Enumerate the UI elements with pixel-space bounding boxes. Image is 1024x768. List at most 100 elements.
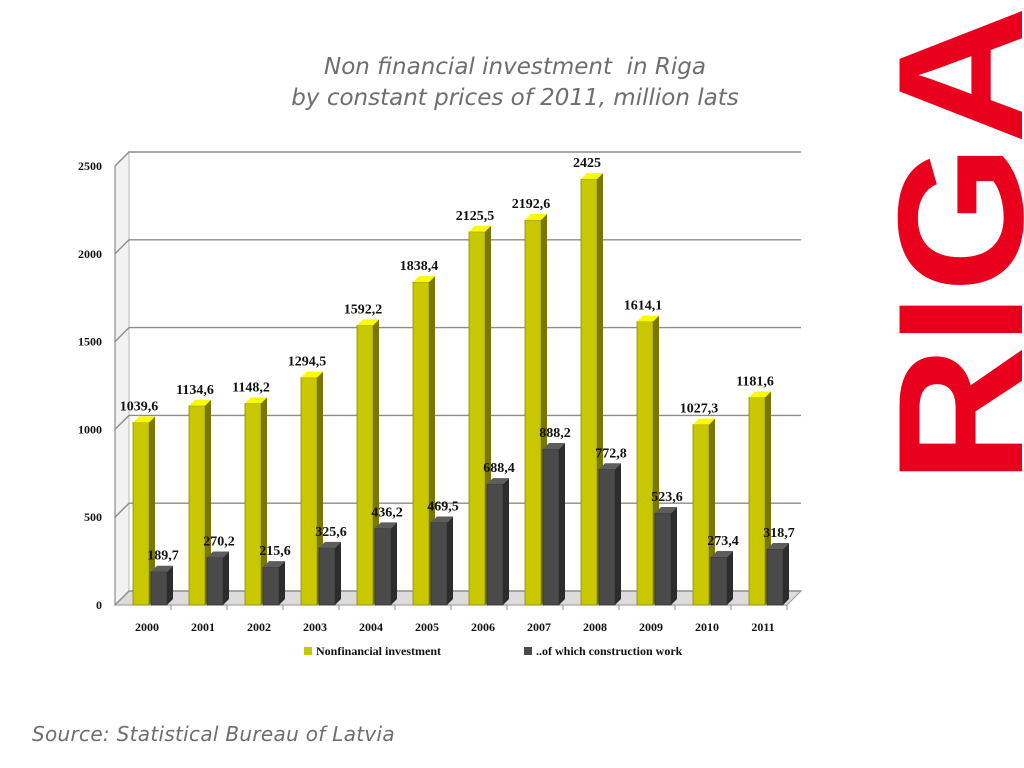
- bar-construction-2000: [150, 571, 168, 606]
- bar-investment-2011: [748, 397, 766, 606]
- legend-swatch-construction: [524, 647, 532, 655]
- bar-side: [615, 463, 621, 605]
- bar-construction-2006: [486, 483, 504, 606]
- bar-construction-2008: [598, 468, 616, 606]
- bar-investment-2006: [468, 231, 486, 606]
- bar-top: [469, 225, 491, 232]
- bar-investment-2004: [356, 325, 374, 606]
- bar-construction-2003: [318, 547, 336, 606]
- data-label: 436,2: [371, 505, 403, 520]
- data-label: 888,2: [539, 426, 571, 441]
- bar-construction-2005: [430, 522, 448, 606]
- bar-top: [413, 276, 435, 283]
- bar-top: [637, 315, 659, 322]
- bar-side: [783, 543, 789, 605]
- bar-investment-2009: [636, 321, 654, 606]
- x-tick-label: 2004: [359, 620, 383, 634]
- y-tick-label: 2000: [78, 247, 102, 261]
- data-label: 469,5: [427, 500, 459, 515]
- bar-top: [263, 561, 285, 568]
- chart-title-line-2: by constant prices of 2011, million lats: [291, 85, 739, 111]
- bar-top: [525, 213, 547, 220]
- bar-construction-2007: [542, 448, 560, 606]
- bar-top: [375, 522, 397, 529]
- x-tick-label: 2005: [415, 620, 439, 634]
- bar-side: [559, 443, 565, 605]
- bar-top: [693, 418, 715, 425]
- data-label: 2192,6: [512, 197, 551, 212]
- bar-construction-2001: [206, 557, 224, 606]
- bar-construction-2009: [654, 512, 672, 606]
- bar-top: [189, 399, 211, 406]
- bar-side: [671, 507, 677, 605]
- data-label: 273,4: [707, 534, 739, 549]
- x-tick-label: 2010: [695, 620, 719, 634]
- bar-investment-2005: [412, 281, 430, 606]
- bar-top: [543, 443, 565, 450]
- data-label: 772,8: [595, 446, 627, 461]
- data-label: 318,7: [763, 526, 795, 541]
- bar-top: [767, 543, 789, 550]
- gridline: [114, 151, 801, 167]
- data-label: 270,2: [203, 535, 235, 550]
- bar-side: [167, 565, 173, 605]
- data-label: 2425: [573, 156, 601, 171]
- bar-side: [279, 561, 285, 605]
- bar-top: [431, 516, 453, 523]
- riga-logo: RIGA: [872, 6, 1024, 484]
- bar-side: [223, 551, 229, 605]
- y-tick-label: 500: [84, 510, 102, 524]
- x-tick-label: 2007: [527, 620, 551, 634]
- data-label: 688,4: [483, 461, 515, 476]
- bar-investment-2002: [244, 402, 262, 606]
- y-tick-label: 2500: [78, 159, 102, 173]
- bar-investment-2007: [524, 219, 542, 606]
- bar-top: [581, 173, 603, 180]
- chart-title: Non financial investment in Riga by cons…: [190, 52, 840, 114]
- bar-top: [151, 565, 173, 572]
- svg-text:RIGA: RIGA: [872, 6, 1024, 484]
- data-label: 325,6: [315, 525, 347, 540]
- legend-swatch-investment: [304, 647, 312, 655]
- bar-investment-2001: [188, 405, 206, 606]
- data-label: 1592,2: [344, 302, 383, 317]
- bar-top: [133, 416, 155, 423]
- data-label: 1134,6: [176, 383, 214, 398]
- data-label: 2125,5: [456, 209, 495, 224]
- bar-investment-2010: [692, 424, 710, 606]
- bar-top: [599, 463, 621, 470]
- x-tick-label: 2001: [191, 620, 215, 634]
- bar-side: [261, 397, 267, 605]
- x-tick-label: 2002: [247, 620, 271, 634]
- bar-investment-2000: [132, 422, 150, 606]
- bar-top: [301, 371, 323, 378]
- x-tick-label: 2009: [639, 620, 663, 634]
- bar-side: [447, 516, 453, 605]
- data-label: 215,6: [259, 544, 291, 559]
- bar-construction-2004: [374, 528, 392, 606]
- side-wall: [114, 150, 130, 607]
- y-tick-label: 1000: [78, 422, 102, 436]
- data-label: 1294,5: [288, 355, 327, 370]
- bar-top: [749, 391, 771, 398]
- data-label: 1181,6: [736, 375, 774, 390]
- gridline: [114, 502, 801, 518]
- x-tick-label: 2006: [471, 620, 495, 634]
- data-label: 189,7: [147, 549, 179, 564]
- data-label: 1027,3: [680, 402, 719, 417]
- bar-top: [487, 478, 509, 485]
- data-label: 1614,1: [624, 299, 663, 314]
- legend-label-investment: Nonfinancial investment: [316, 644, 441, 658]
- x-tick-label: 2008: [583, 620, 607, 634]
- bar-side: [205, 399, 211, 605]
- bar-side: [503, 478, 509, 605]
- x-tick-label: 2000: [135, 620, 159, 634]
- bar-construction-2010: [710, 556, 728, 606]
- bar-side: [727, 550, 733, 605]
- gridline: [114, 239, 801, 255]
- x-tick-label: 2003: [303, 620, 327, 634]
- legend-label-construction: ..of which construction work: [536, 644, 683, 658]
- bar-side: [149, 416, 155, 605]
- bar-top: [357, 319, 379, 326]
